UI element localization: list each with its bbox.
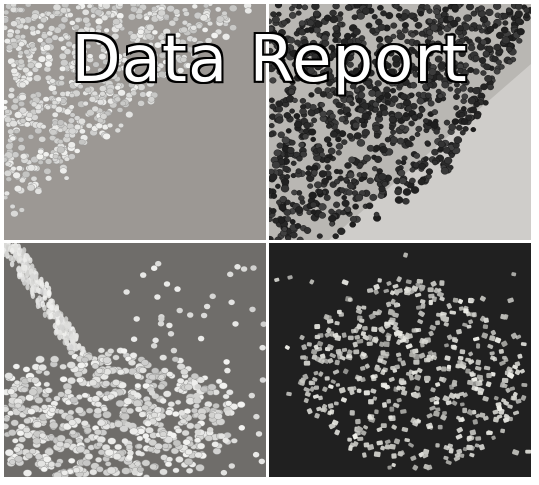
image-collage [4, 4, 531, 477]
translucent-granules-photo [269, 243, 531, 477]
white-pellets-pouring-photo [4, 243, 266, 477]
black-pellets-photo [269, 4, 531, 240]
white-pellets-photo [4, 4, 266, 240]
report-title: Data Report [69, 22, 468, 98]
